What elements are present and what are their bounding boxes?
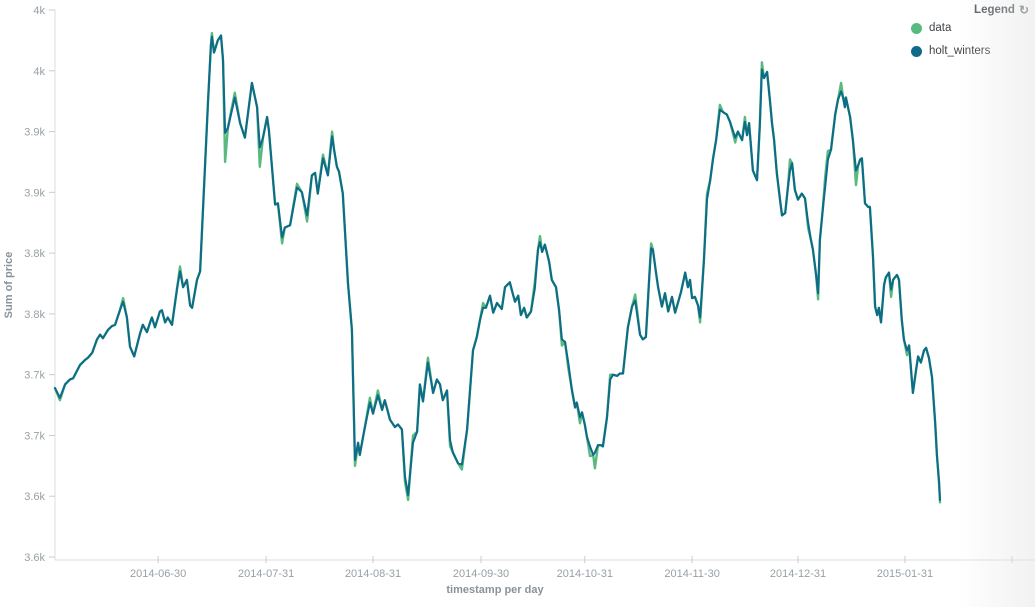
x-tick-label: 2014-11-30 (664, 568, 719, 580)
y-axis-title: Sum of price (3, 251, 15, 319)
legend-item-holt-winters[interactable]: holt_winters (911, 45, 1029, 57)
y-tick-label: 3.7k (24, 370, 45, 382)
y-tick-label: 4k (33, 5, 45, 17)
y-tick-label: 4k (33, 66, 45, 78)
y-tick-label: 3.8k (24, 248, 45, 260)
holt-winters-series-color-dot (911, 45, 922, 57)
y-tick-label: 3.6k (24, 491, 45, 503)
legend-item-label: data (929, 22, 952, 34)
x-tick-label: 2014-06-30 (130, 568, 186, 580)
series-line-holt-winters[interactable] (53, 34, 942, 501)
x-axis-title: timestamp per day (446, 584, 544, 596)
legend: Legend ↻ data holt_winters (909, 4, 1029, 68)
y-tick-label: 3.9k (24, 187, 45, 199)
x-tick-label: 2014-07-31 (238, 568, 294, 580)
legend-item-label: holt_winters (929, 45, 991, 57)
x-tick-label: 2014-09-30 (453, 568, 509, 580)
series-line-data[interactable] (53, 31, 942, 504)
legend-collapse-icon[interactable]: ↻ (1018, 3, 1029, 17)
x-tick-label: 2014-10-31 (557, 568, 613, 580)
y-tick-label: 3.9k (24, 127, 45, 139)
legend-item-data[interactable]: data (911, 22, 1029, 34)
y-tick-label: 3.6k (24, 552, 45, 564)
legend-header[interactable]: Legend ↻ (909, 4, 1029, 16)
data-series-color-dot (911, 22, 922, 34)
x-tick-label: 2014-08-31 (345, 568, 401, 580)
legend-item-list: data holt_winters (909, 22, 1029, 57)
legend-title: Legend (974, 4, 1015, 16)
y-tick-label: 3.8k (24, 309, 45, 321)
x-tick-label: 2014-12-31 (770, 568, 826, 580)
x-tick-label: 2015-01-31 (877, 568, 933, 580)
y-tick-label: 3.7k (24, 430, 45, 442)
